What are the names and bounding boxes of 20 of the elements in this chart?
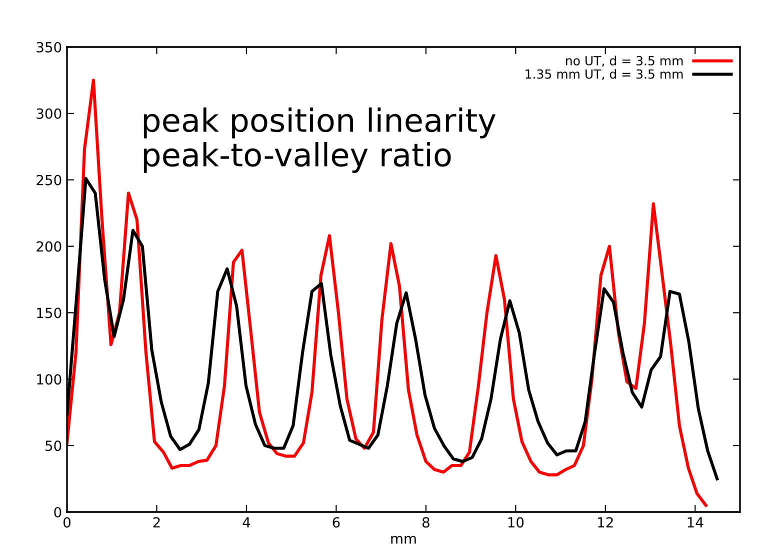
legend-label: 1.35 mm UT, d = 3.5 mm <box>526 69 683 80</box>
y-tick-label: 200 <box>36 241 62 252</box>
x-tick-label: 8 <box>422 517 430 528</box>
y-tick-label: 50 <box>46 440 62 452</box>
x-tick-label: 0 <box>63 517 70 528</box>
x-axis-title: mm <box>391 536 416 544</box>
x-tick-label: 4 <box>242 517 250 528</box>
x-tick-label: 12 <box>598 517 613 528</box>
legend-label: no UT, d = 3.5 mm <box>566 56 683 67</box>
y-tick-label: 0 <box>54 506 62 518</box>
x-tick-label: 14 <box>688 517 704 528</box>
annotation: peak position linearity peak-to-valley ratio <box>144 107 496 173</box>
y-tick-label: 300 <box>36 108 62 119</box>
x-tick-label: 6 <box>332 517 340 528</box>
y-tick-label: 150 <box>37 308 62 318</box>
x-tick-label: 10 <box>508 517 524 528</box>
y-tick-label: 100 <box>37 374 62 385</box>
y-tick-label: 250 <box>36 174 62 186</box>
x-tick-label: 2 <box>153 517 160 528</box>
y-tick-label: 350 <box>36 42 62 52</box>
